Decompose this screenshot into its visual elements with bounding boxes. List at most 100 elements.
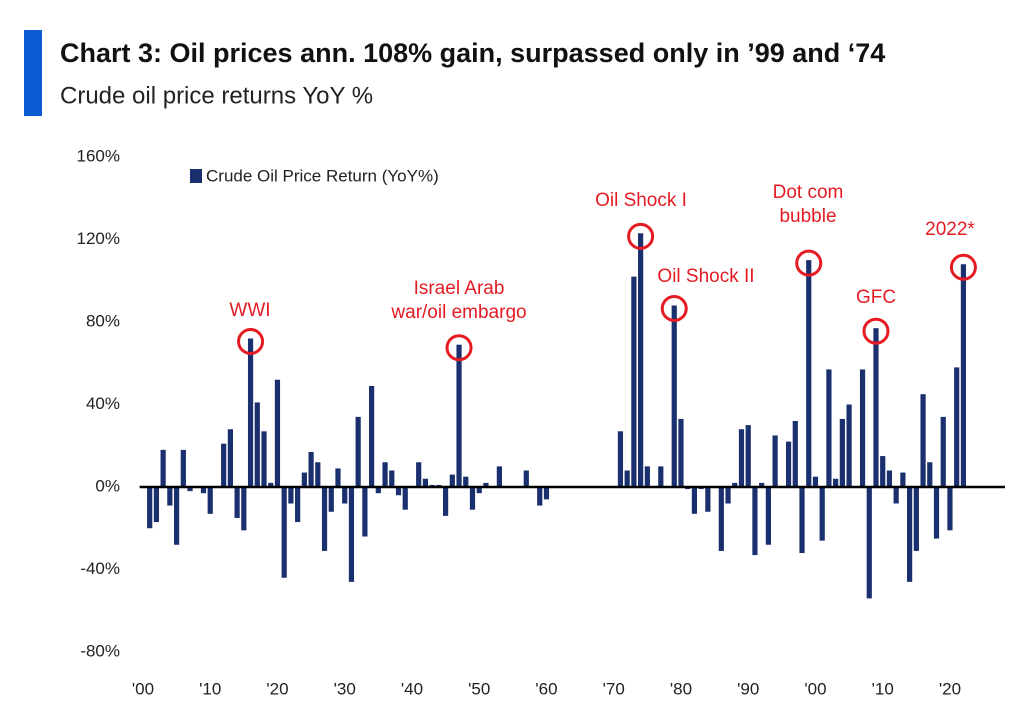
bar xyxy=(389,470,395,487)
bar xyxy=(369,385,375,487)
bar xyxy=(745,425,751,487)
x-tick-label: '10 xyxy=(872,679,894,698)
annotation-circle xyxy=(627,222,655,250)
bar xyxy=(456,344,462,487)
bar xyxy=(207,487,213,514)
bar xyxy=(483,482,489,487)
bar xyxy=(933,487,940,539)
bar xyxy=(759,482,765,487)
bar xyxy=(537,487,543,506)
bar xyxy=(913,487,919,551)
bar xyxy=(960,264,967,487)
annotation-circle xyxy=(237,328,265,355)
bar xyxy=(281,487,287,578)
bar xyxy=(792,421,798,487)
bar xyxy=(893,487,899,504)
annotation-circle xyxy=(949,253,977,281)
x-tick-label: '80 xyxy=(670,679,692,698)
bar xyxy=(362,487,368,537)
annotation-circle xyxy=(660,295,688,322)
y-tick-label: 40% xyxy=(86,394,120,413)
bar xyxy=(254,402,260,487)
y-tick-label: 80% xyxy=(86,311,120,330)
bar xyxy=(288,487,294,504)
bar xyxy=(833,478,839,487)
bar xyxy=(806,260,812,487)
x-tick-label: '00 xyxy=(804,679,826,698)
bar xyxy=(725,487,731,504)
bar xyxy=(442,487,449,516)
x-tick-label: '20 xyxy=(266,679,288,698)
x-tick-label: '20 xyxy=(939,679,961,698)
x-tick-label: '00 xyxy=(132,679,154,698)
bar xyxy=(846,404,852,487)
chart-title: Chart 3: Oil prices ann. 108% gain, surp… xyxy=(60,38,885,68)
x-tick-label: '10 xyxy=(199,679,221,698)
bar xyxy=(624,470,630,487)
legend-label: Crude Oil Price Return (YoY%) xyxy=(206,166,439,185)
bar xyxy=(180,449,186,487)
bar xyxy=(241,487,247,531)
bar xyxy=(496,466,502,487)
bar xyxy=(315,462,321,487)
bar xyxy=(617,431,624,487)
bar xyxy=(463,476,469,487)
bar xyxy=(839,418,845,487)
annotation-label: bubble xyxy=(779,206,836,227)
bar xyxy=(886,470,893,487)
bar xyxy=(227,429,233,487)
bar xyxy=(940,416,946,487)
bar xyxy=(947,487,953,531)
y-tick-label: 0% xyxy=(95,476,120,495)
accent-bar xyxy=(24,30,42,116)
annotation-label: WWI xyxy=(229,300,270,321)
annotation-label: Oil Shock I xyxy=(595,190,687,211)
annotation-label: 2022* xyxy=(925,219,975,240)
y-tick-label: -40% xyxy=(80,559,120,578)
bar xyxy=(167,487,173,506)
bar xyxy=(900,472,906,487)
bar xyxy=(873,328,879,487)
bar xyxy=(812,476,819,487)
bar xyxy=(261,431,267,487)
bar xyxy=(738,429,745,487)
bar xyxy=(348,487,355,582)
x-tick-label: '40 xyxy=(401,679,423,698)
bar xyxy=(308,451,314,487)
x-tick-label: '90 xyxy=(737,679,759,698)
bar xyxy=(476,487,482,494)
bar xyxy=(765,487,771,545)
bar xyxy=(268,482,274,487)
bar xyxy=(173,487,180,545)
bar xyxy=(321,487,328,551)
bar xyxy=(678,418,684,487)
bar xyxy=(954,367,960,487)
bar xyxy=(631,276,637,487)
bar xyxy=(920,394,926,487)
bar xyxy=(355,416,361,487)
bar xyxy=(234,487,240,518)
chart-subtitle: Crude oil price returns YoY % xyxy=(60,82,373,109)
legend-swatch xyxy=(190,169,202,183)
annotation-circle xyxy=(862,317,890,345)
bar xyxy=(328,487,334,512)
bar xyxy=(395,487,402,496)
bar xyxy=(274,379,281,487)
bar xyxy=(644,466,650,487)
annotation-label: war/oil embargo xyxy=(390,302,526,323)
y-tick-label: -80% xyxy=(80,641,120,660)
annotation-label: Dot com xyxy=(773,182,844,203)
bar xyxy=(375,487,381,494)
bar xyxy=(785,441,792,487)
bar xyxy=(752,487,758,556)
bar xyxy=(402,487,408,510)
bar xyxy=(705,487,711,512)
bar xyxy=(449,474,455,487)
bar xyxy=(247,338,254,487)
bar xyxy=(772,435,778,487)
bar xyxy=(859,369,866,487)
bar xyxy=(718,487,724,551)
bar xyxy=(342,487,348,504)
bar xyxy=(301,472,307,487)
x-tick-label: '50 xyxy=(468,679,490,698)
